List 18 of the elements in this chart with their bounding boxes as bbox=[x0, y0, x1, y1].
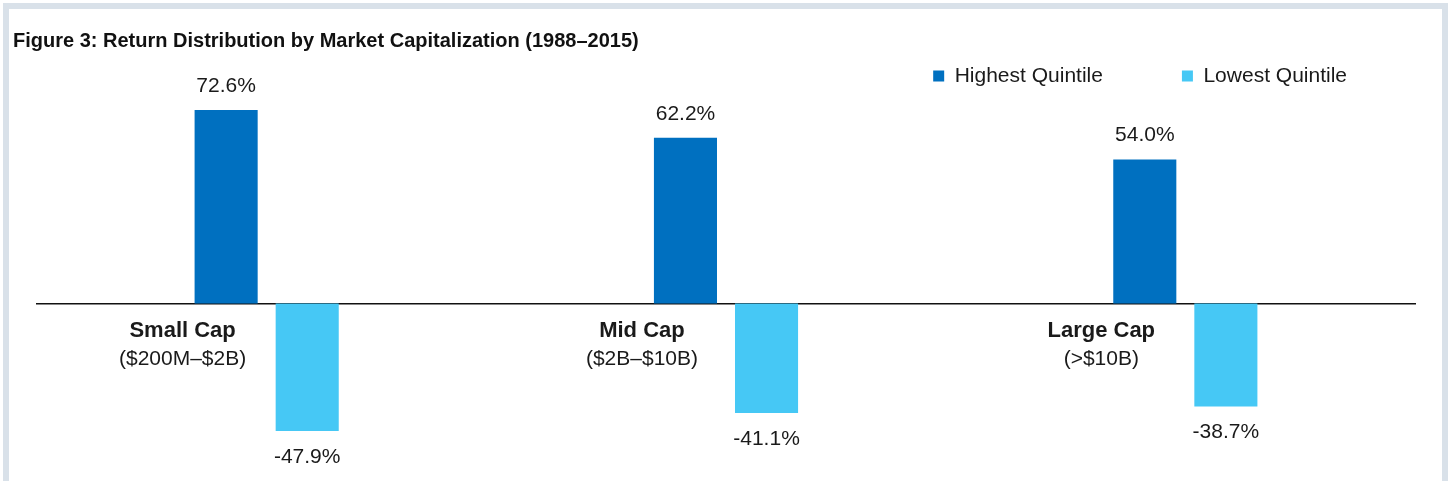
x-tick-label: Large Cap (>$10B) bbox=[1047, 317, 1156, 370]
x-tick-label: Mid Cap ($2B–$10B) bbox=[585, 317, 698, 370]
bar bbox=[275, 303, 339, 431]
bar bbox=[194, 110, 258, 304]
data-label: -47.9% bbox=[273, 443, 341, 467]
data-label: 72.6% bbox=[196, 72, 256, 96]
x-tick-label: Small Cap ($200M–$2B) bbox=[118, 317, 247, 370]
legend-label: Highest Quintile bbox=[954, 62, 1103, 86]
data-label: -38.7% bbox=[1192, 419, 1260, 443]
bar bbox=[1113, 159, 1177, 304]
data-label: 54.0% bbox=[1115, 122, 1175, 146]
bar bbox=[653, 137, 717, 304]
legend-label: Lowest Quintile bbox=[1203, 62, 1347, 86]
chart-title: Figure 3: Return Distribution by Market Capitalization (1988–2015) bbox=[13, 28, 639, 52]
bar bbox=[1194, 303, 1258, 407]
data-label: 62.2% bbox=[655, 100, 716, 124]
bar bbox=[735, 303, 799, 413]
data-label: -41.1% bbox=[733, 425, 800, 449]
